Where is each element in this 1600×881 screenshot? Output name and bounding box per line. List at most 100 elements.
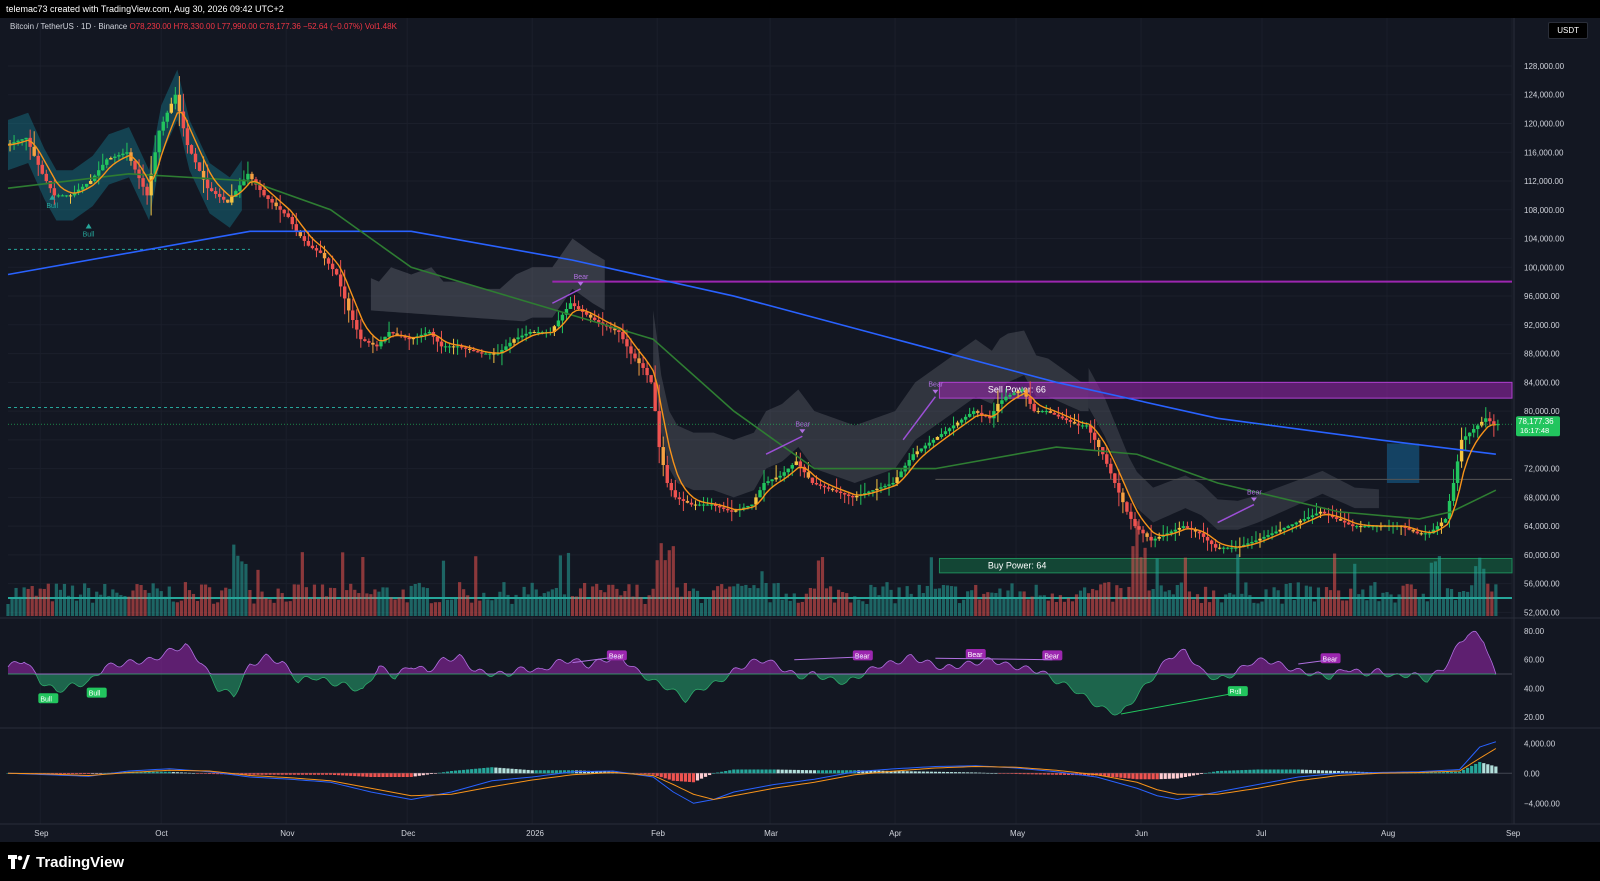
candle-body [1117,482,1121,493]
volume-bar [385,587,389,616]
macd-histogram-bar [1300,769,1304,774]
candle-body [1480,421,1484,426]
volume-bar [841,592,845,616]
volume-bar [1409,584,1413,616]
candle-body [907,459,911,466]
symbol-name: Bitcoin / TetherUS · 1D · Binance [10,22,128,31]
macd-histogram-bar [462,769,466,774]
volume-bar [1292,600,1296,616]
volume-bar [1304,585,1308,616]
symbol-legend[interactable]: Bitcoin / TetherUS · 1D · Binance O78,23… [10,22,397,31]
macd-histogram-bar [990,773,994,774]
volume-bar [1494,584,1498,616]
macd-histogram-bar [595,771,599,774]
attribution-bar: telemac73 created with TradingView.com, … [0,0,1600,18]
volume-bar [381,587,385,616]
candle-body [484,353,488,355]
volume-bar [1441,598,1446,616]
macd-histogram-bar [1470,765,1474,774]
volume-bar [514,594,518,616]
macd-histogram-bar [320,773,325,775]
time-axis-label: Mar [764,829,778,838]
volume-bar [449,599,454,616]
volume-bar [1244,582,1248,616]
macd-histogram-bar [429,773,433,774]
chart-area[interactable]: Sell Power: 66 Buy Power: 64 Bear Bear Bear B… [0,18,1600,842]
candle-body [1451,482,1456,501]
volume-bar [1474,566,1478,616]
candle-body [1415,531,1419,534]
macd-histogram-bar [1462,769,1466,774]
macd-histogram-bar [78,773,83,774]
macd-histogram-bar [1280,769,1284,774]
macd-histogram-bar [736,769,740,774]
bear-marker [577,281,584,286]
volume-bar [707,598,712,616]
candle-body [786,468,790,473]
volume-bar [280,593,284,616]
macd-histogram-bar [1155,773,1159,780]
candle-body [230,196,234,203]
macd-histogram-bar [889,770,893,774]
macd-histogram-bar [353,773,357,777]
osc-divergence-line [1120,692,1238,715]
candle-body [1346,522,1351,525]
candle-body [798,461,803,467]
candle-body [516,337,520,340]
macd-histogram-bar [349,773,353,776]
candle-body [730,510,734,512]
macd-histogram-bar [1022,773,1026,775]
candle-body [173,94,178,104]
candle-body [1181,526,1186,528]
macd-histogram-bar [389,773,393,777]
macd-histogram-bar [510,768,514,774]
candle-body [1052,412,1057,415]
currency-button[interactable]: USDT [1548,22,1588,39]
volume-bar [792,593,796,616]
macd-histogram-bar [421,773,425,776]
macd-histogram-bar [381,773,385,777]
volume-bar [974,584,978,616]
candle-body [645,367,649,376]
chart-svg[interactable]: Sell Power: 66 Buy Power: 64 Bear Bear Bear B… [0,18,1600,842]
macd-histogram-bar [159,771,163,774]
candle-body [375,344,379,347]
volume-bar [151,583,155,616]
volume-bar [34,595,38,616]
macd-histogram-bar [905,771,909,774]
candle-body [726,508,730,511]
candle-body [1407,527,1411,530]
volume-bar [627,584,631,616]
volume-bar [1332,553,1337,616]
macd-line [7,741,1497,804]
macd-histogram-bar [957,772,962,774]
macd-histogram-bar [1203,773,1208,774]
candle-body [1298,520,1303,523]
macd-histogram-bar [312,773,317,775]
candle-body [1294,522,1298,525]
tradingview-logo[interactable]: TradingView [8,852,124,872]
candle-body [250,173,254,180]
tradingview-brand: TradingView [36,853,125,871]
candle-body [943,431,948,435]
macd-histogram-bar [1030,773,1034,775]
volume-bar [966,591,970,616]
volume-bar [1236,554,1240,616]
candle-body [153,152,157,174]
volume-bar [183,582,188,616]
time-axis-label: May [1010,829,1025,838]
macd-histogram-bar [50,773,54,774]
grey-cloud [1088,367,1379,530]
candle-body [806,472,811,478]
candle-body [20,139,24,141]
volume-bar [357,593,361,616]
candle-body [467,348,472,350]
macd-histogram-bar [837,770,841,774]
volume-bar [248,589,252,616]
volume-bar [744,584,748,616]
volume-bar [1466,591,1470,616]
candle-body [217,193,222,197]
macd-axis-label: −4,000.00 [1524,799,1560,808]
volume-bar [490,600,494,616]
osc-bear-tag-bg [852,650,873,661]
